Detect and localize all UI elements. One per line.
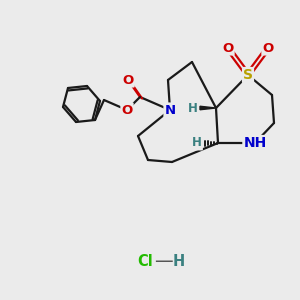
Text: O: O	[122, 103, 133, 116]
Text: H: H	[173, 254, 185, 269]
Text: NH: NH	[243, 136, 267, 150]
Text: O: O	[122, 74, 134, 86]
Text: O: O	[222, 41, 234, 55]
Text: H: H	[188, 101, 198, 115]
Text: S: S	[243, 68, 253, 82]
Text: H: H	[192, 136, 202, 149]
Polygon shape	[200, 106, 216, 110]
Text: O: O	[262, 41, 274, 55]
Text: Cl: Cl	[137, 254, 153, 269]
Text: N: N	[164, 103, 175, 116]
Text: —: —	[154, 253, 172, 272]
